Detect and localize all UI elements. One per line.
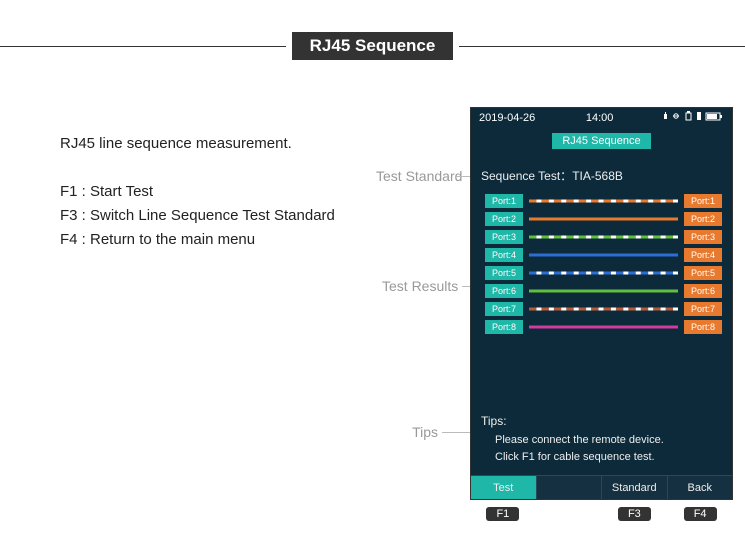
port-right-badge: Port:7 (684, 302, 722, 316)
softkey-row: Test StandardBack (471, 475, 732, 499)
port-row: Port:1 Port:1 (485, 194, 722, 208)
port-left-badge: Port:4 (485, 248, 523, 262)
port-row: Port:4 Port:4 (485, 248, 722, 262)
fkey-row: F1F2F3F4 (470, 504, 733, 522)
fkey-f2: F2 (536, 504, 602, 522)
key-line: F4 : Return to the main menu (60, 228, 335, 252)
callout-line (456, 176, 470, 177)
wire-line (529, 195, 678, 207)
wire-line (529, 267, 678, 279)
description: RJ45 line sequence measurement. (60, 132, 335, 156)
port-row: Port:8 Port:8 (485, 320, 722, 334)
wire-line (529, 285, 678, 297)
seq-label: Sequence Test： (481, 169, 572, 183)
sequence-test-row: Sequence Test：TIA-568B (471, 149, 732, 190)
port-left-badge: Port:6 (485, 284, 523, 298)
port-row: Port:3 Port:3 (485, 230, 722, 244)
device-screen: 2019-04-26 14:00 RJ45 Sequence Sequence … (470, 107, 733, 500)
callout-label: Test Standard (376, 168, 456, 184)
softkey-1[interactable]: Test (471, 476, 536, 499)
key-line: F3 : Switch Line Sequence Test Standard (60, 204, 335, 228)
port-right-badge: Port:8 (684, 320, 722, 334)
tips-label: Tips: (481, 414, 722, 428)
port-row: Port:6 Port:6 (485, 284, 722, 298)
status-icons (664, 111, 724, 124)
port-right-badge: Port:4 (684, 248, 722, 262)
seq-standard: TIA-568B (572, 169, 623, 183)
port-right-badge: Port:5 (684, 266, 722, 280)
left-column: RJ45 line sequence measurement. F1 : Sta… (60, 132, 335, 252)
screen-title: RJ45 Sequence (552, 133, 650, 149)
tips-line: Click F1 for cable sequence test. (481, 449, 722, 466)
port-row: Port:7 Port:7 (485, 302, 722, 316)
port-left-badge: Port:5 (485, 266, 523, 280)
port-right-badge: Port:1 (684, 194, 722, 208)
rule-right (459, 46, 745, 47)
fkey-f1[interactable]: F1 (470, 504, 536, 522)
port-left-badge: Port:1 (485, 194, 523, 208)
softkey-2[interactable] (536, 476, 602, 499)
port-left-badge: Port:7 (485, 302, 523, 316)
wire-line (529, 303, 678, 315)
port-right-badge: Port:3 (684, 230, 722, 244)
port-right-badge: Port:6 (684, 284, 722, 298)
callout-label: Tips (382, 424, 442, 440)
softkey-3[interactable]: Standard (601, 476, 667, 499)
port-right-badge: Port:2 (684, 212, 722, 226)
key-line: F1 : Start Test (60, 180, 335, 204)
port-left-badge: Port:8 (485, 320, 523, 334)
key-list: F1 : Start Test F3 : Switch Line Sequenc… (60, 180, 335, 252)
wire-line (529, 321, 678, 333)
rule-left (0, 46, 286, 47)
status-date: 2019-04-26 (479, 112, 535, 124)
fkey-f3[interactable]: F3 (602, 504, 668, 522)
port-list: Port:1Port:1Port:2Port:2Port:3Port:3Port… (471, 190, 732, 338)
wire-line (529, 231, 678, 243)
port-row: Port:5 Port:5 (485, 266, 722, 280)
callout-label: Test Results (382, 278, 462, 294)
status-time: 14:00 (586, 112, 614, 124)
tips-line: Please connect the remote device. (481, 432, 722, 449)
screen-header: RJ45 Sequence (552, 131, 650, 149)
callout-line (442, 432, 472, 433)
port-left-badge: Port:2 (485, 212, 523, 226)
page-title: RJ45 Sequence (292, 32, 454, 60)
callout-standard: Test Standard (376, 168, 470, 184)
tips-block: Tips: Please connect the remote device. … (471, 408, 732, 475)
status-bar: 2019-04-26 14:00 (471, 108, 732, 127)
port-row: Port:2 Port:2 (485, 212, 722, 226)
callout-tips: Tips (382, 424, 472, 440)
title-row: RJ45 Sequence (0, 32, 745, 60)
port-left-badge: Port:3 (485, 230, 523, 244)
wire-line (529, 213, 678, 225)
softkey-4[interactable]: Back (667, 476, 733, 499)
callout-results: Test Results (382, 278, 476, 294)
wire-line (529, 249, 678, 261)
fkey-f4[interactable]: F4 (667, 504, 733, 522)
